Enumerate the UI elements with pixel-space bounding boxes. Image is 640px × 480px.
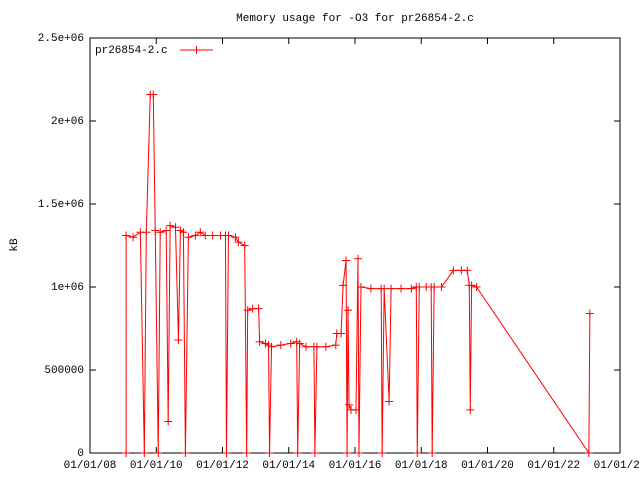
point-marker — [378, 449, 387, 457]
point-marker — [407, 284, 416, 293]
point-marker — [231, 233, 240, 242]
point-marker — [295, 339, 304, 348]
point-marker — [430, 283, 439, 291]
point-marker — [267, 342, 276, 351]
point-marker — [301, 342, 310, 351]
point-marker — [242, 449, 251, 457]
point-marker — [397, 284, 406, 293]
x-tick-label: 01/01/12 — [196, 460, 249, 472]
point-marker — [342, 256, 351, 265]
point-marker — [387, 284, 396, 293]
point-marker — [240, 241, 249, 250]
y-tick-label: 2e+06 — [51, 116, 84, 128]
point-marker — [351, 405, 360, 414]
point-marker — [437, 283, 446, 291]
legend-marker — [192, 46, 201, 54]
point-marker — [234, 238, 243, 247]
point-marker — [463, 266, 472, 275]
point-marker — [179, 228, 188, 237]
point-marker — [343, 449, 352, 457]
point-marker — [243, 306, 252, 315]
y-tick-label: 2.5e+06 — [38, 33, 84, 45]
point-marker — [276, 341, 285, 350]
point-marker — [171, 223, 180, 232]
point-marker — [129, 233, 138, 242]
point-marker — [181, 449, 190, 457]
point-marker — [472, 283, 481, 291]
point-marker — [356, 283, 365, 291]
point-marker — [208, 231, 217, 240]
legend-label: pr26854-2.c — [95, 45, 168, 57]
point-marker — [151, 226, 160, 235]
point-marker — [585, 309, 594, 318]
point-marker — [224, 231, 233, 240]
point-marker — [184, 233, 193, 242]
point-marker — [337, 329, 346, 338]
x-tick-label: 01/01/10 — [130, 460, 183, 472]
x-tick-label: 01/01/18 — [395, 460, 448, 472]
x-tick-label: 01/01/14 — [262, 460, 315, 472]
point-marker — [286, 339, 295, 348]
point-marker — [345, 400, 354, 409]
point-marker — [201, 231, 210, 240]
point-marker — [310, 449, 319, 457]
point-marker — [140, 449, 149, 457]
point-marker — [312, 342, 321, 351]
point-marker — [344, 306, 353, 315]
y-tick-label: 0 — [77, 448, 84, 460]
point-marker — [293, 449, 302, 457]
point-marker — [366, 284, 375, 293]
point-marker — [156, 228, 165, 237]
point-marker — [321, 342, 330, 351]
point-marker — [149, 90, 158, 99]
point-marker — [354, 449, 363, 457]
y-axis-label: kB — [9, 238, 21, 252]
x-tick-label: 01/01/22 — [527, 460, 580, 472]
point-marker — [191, 231, 200, 240]
point-marker — [196, 228, 205, 237]
point-marker — [380, 284, 389, 293]
point-marker — [166, 221, 175, 230]
point-marker — [584, 449, 593, 457]
point-marker — [466, 405, 475, 414]
point-marker — [122, 231, 131, 240]
point-marker — [385, 397, 394, 406]
y-tick-label: 500000 — [44, 365, 84, 377]
point-marker — [339, 281, 348, 290]
point-marker — [428, 449, 437, 457]
point-marker — [331, 341, 340, 350]
x-tick-label: 01/01/20 — [461, 460, 514, 472]
point-marker — [254, 304, 263, 313]
x-tick-label: 01/01/08 — [64, 460, 117, 472]
x-tick-label: 01/01/24 — [594, 460, 640, 472]
line-series — [125, 93, 591, 455]
point-marker — [265, 449, 274, 457]
point-marker — [174, 336, 183, 345]
point-marker — [222, 449, 231, 457]
point-marker — [415, 283, 424, 291]
point-marker — [413, 449, 422, 457]
point-marker — [142, 228, 151, 237]
y-tick-label: 1e+06 — [51, 282, 84, 294]
y-tick-label: 1.5e+06 — [38, 199, 84, 211]
point-marker — [255, 337, 264, 346]
point-marker — [164, 417, 173, 426]
point-marker — [162, 226, 171, 235]
point-marker — [154, 449, 163, 457]
point-marker — [122, 449, 131, 457]
x-tick-label: 01/01/16 — [329, 460, 382, 472]
point-marker — [467, 281, 476, 290]
point-marker — [449, 266, 458, 275]
chart-title: Memory usage for -O3 for pr26854-2.c — [236, 13, 474, 25]
point-marker — [353, 254, 362, 263]
